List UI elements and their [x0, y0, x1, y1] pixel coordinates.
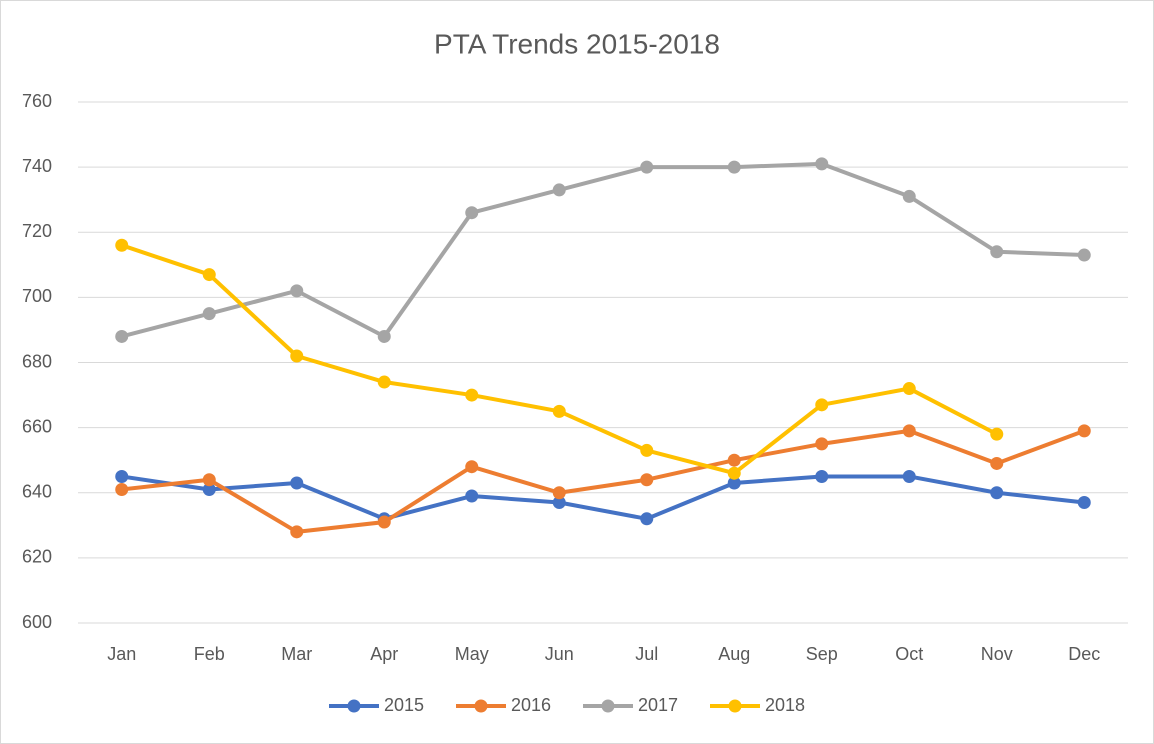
point [465, 388, 479, 402]
point [115, 469, 129, 483]
point [290, 284, 304, 298]
legend-marker [728, 699, 742, 713]
x-tick-label: Apr [370, 644, 398, 664]
legend-marker [601, 699, 615, 713]
legend-marker [347, 699, 361, 713]
x-tick-label: Jan [107, 644, 136, 664]
point [727, 476, 741, 490]
point [640, 160, 654, 174]
point [290, 525, 304, 539]
y-tick-label: 660 [22, 416, 52, 436]
point [377, 329, 391, 343]
y-tick-label: 600 [22, 612, 52, 632]
x-tick-label: Mar [281, 644, 312, 664]
point [202, 473, 216, 487]
chart-title: PTA Trends 2015-2018 [434, 28, 720, 59]
x-tick-label: Jul [635, 644, 658, 664]
x-tick-label: Nov [981, 644, 1013, 664]
point [1077, 248, 1091, 262]
point [552, 404, 566, 418]
point [902, 469, 916, 483]
point [202, 482, 216, 496]
series-line [121, 161, 1085, 339]
point [640, 512, 654, 526]
x-tick-label: Dec [1068, 644, 1100, 664]
legend-label: 2018 [765, 695, 805, 715]
point [902, 382, 916, 396]
point [552, 496, 566, 510]
y-tick-label: 680 [22, 351, 52, 371]
y-tick-label: 720 [22, 221, 52, 241]
point [465, 489, 479, 503]
series-line [121, 474, 1085, 521]
legend-label: 2016 [511, 695, 551, 715]
point [290, 349, 304, 363]
point [115, 238, 129, 252]
x-tick-label: Sep [806, 644, 838, 664]
point [902, 189, 916, 203]
point [727, 160, 741, 174]
legend-label: 2017 [638, 695, 678, 715]
x-tick-label: Jun [545, 644, 574, 664]
y-tick-label: 740 [22, 156, 52, 176]
y-tick-label: 700 [22, 286, 52, 306]
point [902, 424, 916, 438]
point [377, 515, 391, 529]
point [202, 268, 216, 282]
point [115, 482, 129, 496]
point [815, 157, 829, 171]
x-tick-label: Oct [895, 644, 923, 664]
series-line [121, 428, 1085, 534]
point [990, 486, 1004, 500]
x-tick-label: Feb [194, 644, 225, 664]
point [815, 398, 829, 412]
point [640, 443, 654, 457]
point [465, 206, 479, 220]
point [727, 453, 741, 467]
point [552, 486, 566, 500]
point [640, 473, 654, 487]
point [465, 460, 479, 474]
x-tick-label: Aug [718, 644, 750, 664]
point [815, 469, 829, 483]
point [990, 245, 1004, 259]
point [377, 375, 391, 389]
point [115, 329, 129, 343]
point [990, 456, 1004, 470]
point [1077, 496, 1091, 510]
y-tick-label: 760 [22, 91, 52, 111]
point [202, 307, 216, 321]
point [727, 466, 741, 480]
point [990, 427, 1004, 441]
y-tick-label: 620 [22, 547, 52, 567]
point [815, 437, 829, 451]
legend-marker [474, 699, 488, 713]
y-tick-label: 640 [22, 482, 52, 502]
legend-label: 2015 [384, 695, 424, 715]
point [552, 183, 566, 197]
x-tick-label: May [455, 644, 489, 664]
point [290, 476, 304, 490]
point [1077, 424, 1091, 438]
